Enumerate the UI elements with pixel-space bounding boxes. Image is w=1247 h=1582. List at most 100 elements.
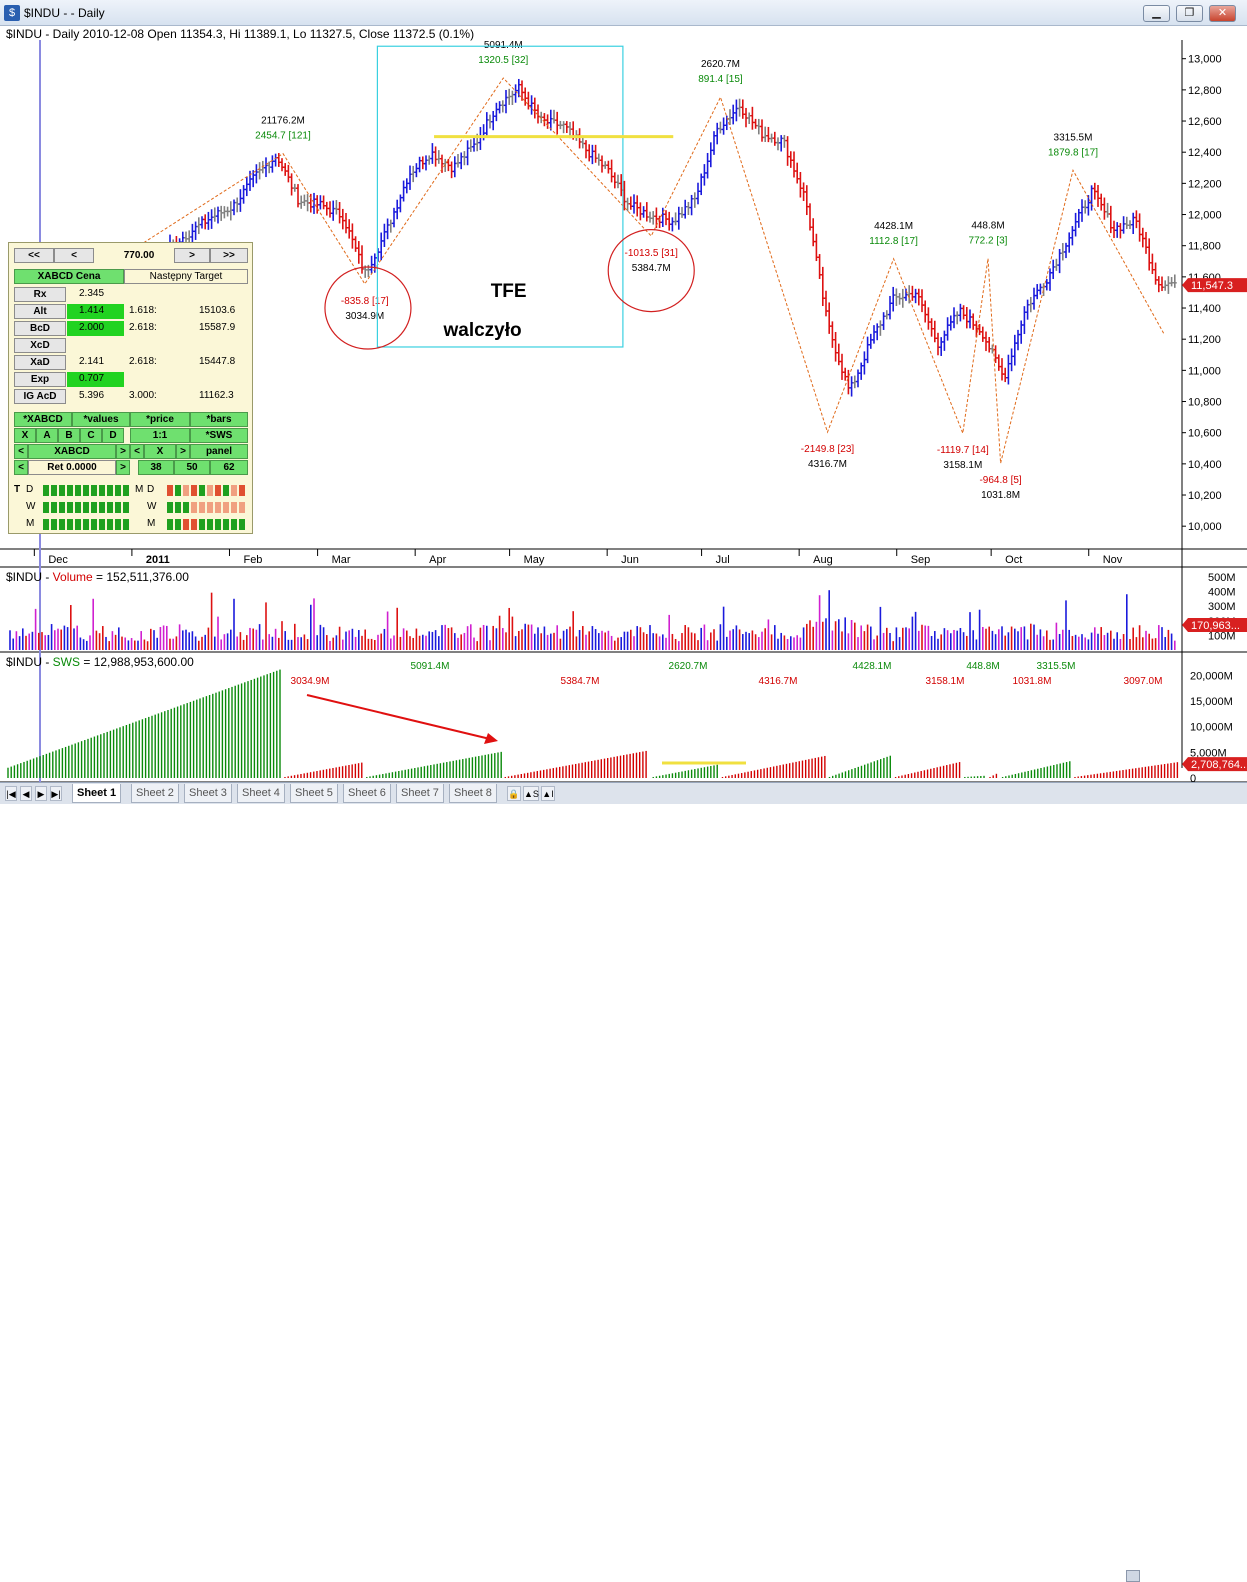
tab-sheet-5[interactable]: Sheet 5: [290, 784, 338, 803]
restore-icon[interactable]: ❐: [1176, 5, 1203, 22]
trend-bar: [191, 519, 197, 530]
fib-62-button[interactable]: 62: [210, 460, 248, 475]
minimize-icon[interactable]: ▁: [1143, 5, 1170, 22]
trend-bar: [59, 485, 65, 496]
x-prev-button[interactable]: <: [130, 444, 144, 459]
arrow-shaft: [306, 694, 491, 740]
ret-prev-button[interactable]: <: [14, 460, 28, 475]
trend-bar: [215, 502, 221, 513]
time-tick-label: Dec: [48, 554, 68, 566]
x-next-button[interactable]: >: [176, 444, 190, 459]
window-title: $INDU - - Daily: [24, 6, 105, 20]
tab-sheet-4[interactable]: Sheet 4: [237, 784, 285, 803]
x-selector[interactable]: X: [144, 444, 176, 459]
panel-button[interactable]: panel: [190, 444, 248, 459]
sws-prefix: $INDU -: [6, 655, 53, 669]
tab-sheet-1[interactable]: Sheet 1: [72, 784, 122, 803]
annotation-tfe: TFE: [491, 281, 527, 302]
sws-swing-label: 3034.9M: [291, 676, 330, 687]
xabcd-selector[interactable]: XABCD: [28, 444, 116, 459]
xabcd-prev-button[interactable]: <: [14, 444, 28, 459]
first-sheet-icon[interactable]: |◀: [5, 786, 17, 801]
swing-label: 3158.1M: [943, 460, 982, 471]
price-tick-label: 12,600: [1188, 116, 1222, 128]
point-d-button[interactable]: D: [102, 428, 124, 443]
ratio-label-xcd[interactable]: XcD: [14, 338, 66, 353]
lock-icon[interactable]: 🔒: [507, 786, 521, 801]
last-price-label: 11,547.3: [1191, 280, 1233, 292]
toggle-price-button[interactable]: *price: [130, 412, 190, 427]
close-icon[interactable]: ✕: [1209, 5, 1236, 22]
nav-next-button[interactable]: >: [174, 248, 210, 263]
nav-prev-button[interactable]: <: [54, 248, 94, 263]
trend-d-label: D: [26, 484, 34, 495]
time-tick-label: 2011: [146, 554, 170, 566]
tab-sheet-6[interactable]: Sheet 6: [343, 784, 391, 803]
sort-i-icon[interactable]: ▲I: [541, 786, 555, 801]
ratio-label-alt[interactable]: Alt: [14, 304, 66, 319]
fib-50-button[interactable]: 50: [174, 460, 210, 475]
xabcd-next-button[interactable]: >: [116, 444, 130, 459]
target-ratio: 1.618:: [129, 305, 157, 316]
tab-nastepny-target[interactable]: Następny Target: [124, 269, 248, 284]
sort-s-icon[interactable]: ▲S: [523, 786, 539, 801]
tab-sheet-8[interactable]: Sheet 8: [449, 784, 497, 803]
trend-bar: [67, 502, 73, 513]
point-x-button[interactable]: X: [14, 428, 36, 443]
tab-xabcd-cena[interactable]: XABCD Cena: [14, 269, 124, 284]
nav-last-button[interactable]: >>: [210, 248, 248, 263]
ratio-value: 5.396: [79, 390, 105, 401]
prev-sheet-icon[interactable]: ◀: [20, 786, 32, 801]
swing-label: 891.4 [15]: [698, 74, 743, 85]
trend-bar: [75, 519, 81, 530]
trend-bar: [83, 519, 89, 530]
ratio-label-ig-acd[interactable]: IG AcD: [14, 389, 66, 404]
swing-label: 2620.7M: [701, 59, 740, 70]
swing-label: 3315.5M: [1054, 132, 1093, 143]
ratio-1to1-button[interactable]: 1:1: [130, 428, 190, 443]
tab-sheet-7[interactable]: Sheet 7: [396, 784, 444, 803]
trend-bar: [43, 519, 49, 530]
ratio-label-bcd[interactable]: BcD: [14, 321, 66, 336]
toggle-sws-button[interactable]: *SWS: [190, 428, 248, 443]
trend-bar: [183, 519, 189, 530]
fib-38-button[interactable]: 38: [138, 460, 174, 475]
toggle-values-button[interactable]: *values: [72, 412, 130, 427]
swing-label: 1112.8 [17]: [869, 236, 918, 247]
trend-bar: [43, 485, 49, 496]
ratio-label-rx[interactable]: Rx: [14, 287, 66, 302]
ratio-label-xad[interactable]: XaD: [14, 355, 66, 370]
trend-bar: [191, 485, 197, 496]
sws-tick-label: 0: [1190, 773, 1196, 782]
trend-bar: [107, 485, 113, 496]
point-a-button[interactable]: A: [36, 428, 58, 443]
trend-bar: [75, 502, 81, 513]
toggle-bars-button[interactable]: *bars: [190, 412, 248, 427]
time-tick-label: Sep: [911, 554, 931, 566]
tab-sheet-3[interactable]: Sheet 3: [184, 784, 232, 803]
time-tick-label: Feb: [243, 554, 262, 566]
horizontal-scrollbar[interactable]: [1126, 1570, 1140, 1582]
ratio-label-exp[interactable]: Exp: [14, 372, 66, 387]
last-sheet-icon[interactable]: ▶|: [50, 786, 62, 801]
trend-bar: [123, 502, 129, 513]
trend-bar: [199, 519, 205, 530]
trend-bar: [199, 485, 205, 496]
annotation-walczylo: walczyło: [442, 320, 521, 341]
point-b-button[interactable]: B: [58, 428, 80, 443]
ret-next-button[interactable]: >: [116, 460, 130, 475]
trend-bar: [183, 485, 189, 496]
arrow-head: [484, 733, 498, 744]
next-sheet-icon[interactable]: ▶: [35, 786, 47, 801]
nav-first-button[interactable]: <<: [14, 248, 54, 263]
point-c-button[interactable]: C: [80, 428, 102, 443]
time-tick-label: Mar: [332, 554, 351, 566]
tab-sheet-2[interactable]: Sheet 2: [131, 784, 179, 803]
sws-tick-label: 5,000M: [1190, 747, 1227, 759]
time-tick-label: Oct: [1005, 554, 1022, 566]
toggle-xabcd-button[interactable]: *XABCD: [14, 412, 72, 427]
trend-bar: [115, 519, 121, 530]
swing-label: 772.2 [3]: [969, 236, 1008, 247]
trend2-m-label: M: [135, 484, 144, 495]
